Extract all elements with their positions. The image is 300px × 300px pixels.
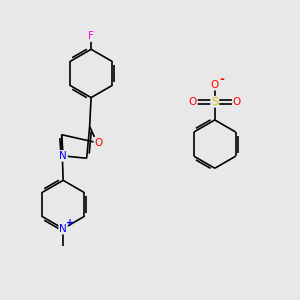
Text: N: N	[59, 224, 67, 234]
Text: O: O	[94, 138, 103, 148]
Text: -: -	[220, 73, 225, 86]
Text: F: F	[88, 31, 94, 41]
Text: O: O	[189, 97, 197, 107]
Text: N: N	[59, 151, 67, 161]
Text: O: O	[211, 80, 219, 90]
Text: +: +	[66, 218, 74, 228]
Text: S: S	[211, 97, 218, 107]
Text: O: O	[233, 97, 241, 107]
